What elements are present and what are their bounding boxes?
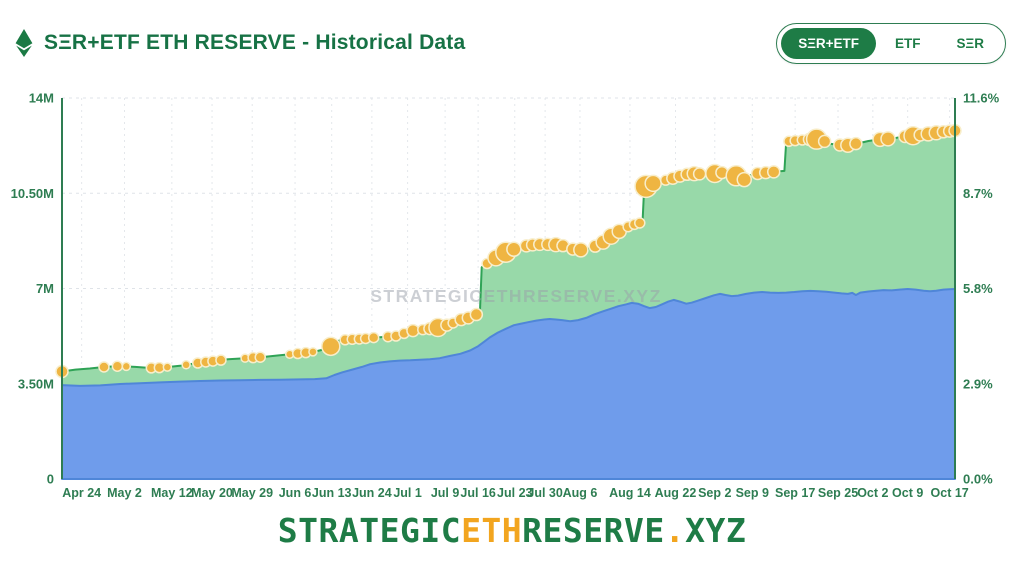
logo-segment-dot: .: [664, 511, 686, 550]
right-axis-tick: 5.8%: [963, 281, 993, 296]
x-axis-tick: Apr 24: [62, 486, 101, 500]
x-axis-tick: Aug 22: [655, 486, 697, 500]
right-axis-tick: 8.7%: [963, 186, 993, 201]
header: SΞR+ETF ETH RESERVE - Historical Data SΞ…: [0, 0, 1024, 86]
milestone-marker[interactable]: [880, 131, 896, 147]
left-axis-tick: 7M: [36, 281, 54, 296]
x-axis-tick: May 2: [107, 486, 142, 500]
milestone-marker[interactable]: [573, 242, 589, 258]
x-axis-tick: Aug 6: [563, 486, 598, 500]
milestone-marker[interactable]: [469, 307, 484, 322]
x-axis-tick: Jun 24: [352, 486, 392, 500]
milestone-marker[interactable]: [121, 361, 132, 372]
milestone-marker[interactable]: [644, 174, 662, 193]
x-axis-tick: Jun 6: [279, 486, 312, 500]
x-axis-tick: May 29: [231, 486, 273, 500]
toggle-ser-etf[interactable]: SΞR+ETF: [781, 27, 877, 59]
x-axis-tick: Jul 9: [431, 486, 460, 500]
left-axis-tick: 14M: [29, 91, 54, 106]
milestone-marker[interactable]: [506, 241, 522, 258]
right-axis-tick: 11.6%: [963, 91, 1000, 106]
x-axis-tick: Sep 17: [775, 486, 815, 500]
x-axis-tick: Sep 2: [698, 486, 731, 500]
x-axis-tick: Jul 23: [497, 486, 532, 500]
toggle-ser[interactable]: SΞR: [956, 35, 984, 51]
milestone-marker[interactable]: [98, 361, 110, 373]
x-axis-tick: Oct 17: [931, 486, 969, 500]
page-title: SΞR+ETF ETH RESERVE - Historical Data: [44, 31, 466, 54]
reserve-history-chart[interactable]: STRATEGICETHRESERVE.XYZ 0 3.50M 7M 10.50M 14M…: [0, 86, 1024, 511]
x-axis-tick: Jul 16: [460, 486, 495, 500]
x-axis-tick: May 20: [191, 486, 233, 500]
chart-watermark: STRATEGICETHRESERVE.XYZ: [370, 286, 662, 306]
x-axis-tick: Oct 2: [857, 486, 888, 500]
right-axis-tick: 0.0%: [963, 472, 993, 487]
toggle-etf[interactable]: ETF: [895, 35, 921, 51]
etf-reserve-area: [61, 288, 956, 480]
milestone-marker[interactable]: [181, 360, 191, 370]
x-axis-tick: Oct 9: [892, 486, 923, 500]
logo-segment-eth: ETH: [461, 511, 523, 550]
x-axis-tick: Jul 1: [393, 486, 422, 500]
logo-segment-reserve: RESERVE: [522, 511, 665, 550]
x-axis-tick: Sep 9: [736, 486, 769, 500]
milestone-marker[interactable]: [736, 171, 753, 188]
right-axis-tick: 2.9%: [963, 376, 993, 391]
milestone-marker[interactable]: [162, 362, 173, 372]
view-toggle: SΞR+ETF ETF SΞR: [776, 22, 1006, 64]
x-axis-tick: Aug 14: [609, 486, 651, 500]
milestone-marker[interactable]: [215, 354, 227, 366]
milestone-marker[interactable]: [817, 134, 832, 149]
milestone-marker[interactable]: [849, 136, 863, 151]
milestone-marker[interactable]: [321, 336, 341, 357]
title-wrap: SΞR+ETF ETH RESERVE - Historical Data: [14, 28, 465, 58]
x-axis-tick: Sep 25: [818, 486, 858, 500]
milestone-marker[interactable]: [254, 351, 266, 363]
x-axis-tick: Jul 30: [527, 486, 562, 500]
milestone-marker[interactable]: [766, 165, 781, 179]
ethereum-icon: [15, 29, 33, 57]
milestone-marker[interactable]: [634, 217, 646, 229]
site-logo: STRATEGICETHRESERVE.XYZ: [0, 512, 1024, 550]
left-axis-tick: 3.50M: [18, 376, 54, 391]
milestone-marker[interactable]: [111, 360, 124, 372]
milestone-marker[interactable]: [308, 347, 318, 357]
x-axis-tick: Jun 13: [312, 486, 352, 500]
left-axis-tick: 0: [47, 472, 54, 487]
milestone-marker[interactable]: [692, 167, 707, 181]
left-axis-tick: 10.50M: [11, 186, 54, 201]
milestone-marker[interactable]: [367, 331, 380, 344]
logo-segment-xyz: XYZ: [685, 511, 747, 550]
logo-segment-strategic: STRATEGIC: [277, 511, 462, 550]
x-axis-tick: May 12: [151, 486, 193, 500]
